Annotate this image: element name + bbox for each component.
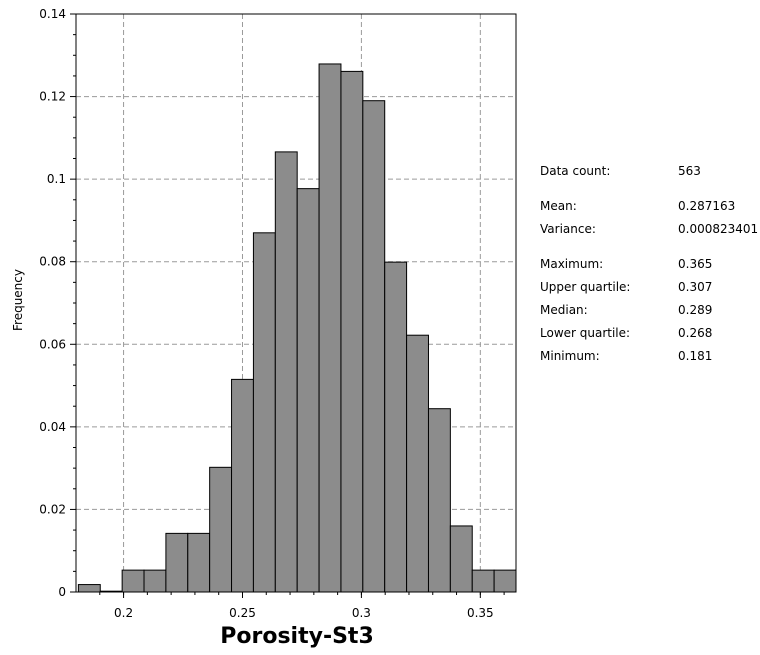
stat-label: Mean: xyxy=(540,199,577,213)
stat-label: Variance: xyxy=(540,222,596,236)
stat-value: 563 xyxy=(678,164,701,178)
histogram-bar xyxy=(471,569,495,593)
y-tick-label: 0.08 xyxy=(39,255,66,269)
y-tick-label: 0.06 xyxy=(39,337,66,351)
histogram-bar xyxy=(340,70,364,593)
y-tick-label: 0.14 xyxy=(39,7,66,21)
histogram-bar xyxy=(449,525,473,593)
y-axis-label: Frequency xyxy=(11,269,25,331)
stat-value: 0.365 xyxy=(678,257,713,271)
y-tick-label: 0.1 xyxy=(47,172,66,186)
stat-value: 0.268 xyxy=(678,326,713,340)
histogram-bar xyxy=(231,378,254,593)
stat-row: Variance: 0.000823401 xyxy=(540,222,759,238)
stat-row: Upper quartile: 0.307 xyxy=(540,280,755,296)
histogram-bar xyxy=(165,532,189,593)
x-axis-label: Porosity-St3 xyxy=(220,624,374,649)
stat-value: 0.307 xyxy=(678,280,713,294)
stat-label: Median: xyxy=(540,303,588,317)
y-tick-label: 0.02 xyxy=(39,502,66,516)
histogram-bars xyxy=(77,63,517,593)
histogram-bar xyxy=(427,408,451,593)
y-tick-label: 0.12 xyxy=(39,90,66,104)
histogram-bar xyxy=(318,63,342,593)
histogram-bar xyxy=(252,232,276,593)
stat-label: Maximum: xyxy=(540,257,604,271)
x-tick-label: 0.25 xyxy=(229,606,256,620)
x-tick-label: 0.2 xyxy=(114,606,133,620)
stat-label: Data count: xyxy=(540,164,611,178)
stat-row: Mean: 0.287163 xyxy=(540,199,755,215)
stat-row: Median: 0.289 xyxy=(540,303,755,319)
histogram-bar xyxy=(296,188,320,593)
histogram-bar xyxy=(187,532,211,593)
histogram-bar xyxy=(493,569,517,593)
y-tick-label: 0 xyxy=(58,585,66,599)
stat-value: 0.000823401 xyxy=(678,222,759,236)
stat-row: Data count: 563 xyxy=(540,164,755,180)
stat-label: Lower quartile: xyxy=(540,326,631,340)
stat-row: Maximum: 0.365 xyxy=(540,257,755,273)
stat-row: Lower quartile: 0.268 xyxy=(540,326,755,342)
stat-label: Minimum: xyxy=(540,349,600,363)
stat-label: Upper quartile: xyxy=(540,280,631,294)
histogram-bar xyxy=(274,151,298,593)
histogram-bar xyxy=(406,334,429,593)
y-tick-label: 0.04 xyxy=(39,420,66,434)
histogram-bar xyxy=(121,569,145,593)
x-tick-label: 0.35 xyxy=(467,606,494,620)
histogram-bar xyxy=(209,466,233,593)
stat-row: Minimum: 0.181 xyxy=(540,349,755,365)
stat-value: 0.289 xyxy=(678,303,713,317)
histogram-chart: 0 0.02 0.04 0.06 0.08 0.1 0.12 0.14 0.2 0.25 0.3 0.… xyxy=(11,7,517,649)
stat-value: 0.287163 xyxy=(678,199,736,213)
histogram-bar xyxy=(384,261,408,593)
histogram-bar xyxy=(77,584,101,593)
histogram-bar xyxy=(362,100,386,593)
stat-value: 0.181 xyxy=(678,349,713,363)
axis-ticks: 0 0.02 0.04 0.06 0.08 0.1 0.12 0.14 0.2 0.25 0.3 0.… xyxy=(39,7,505,620)
histogram-bar xyxy=(143,569,167,593)
x-tick-label: 0.3 xyxy=(352,606,371,620)
